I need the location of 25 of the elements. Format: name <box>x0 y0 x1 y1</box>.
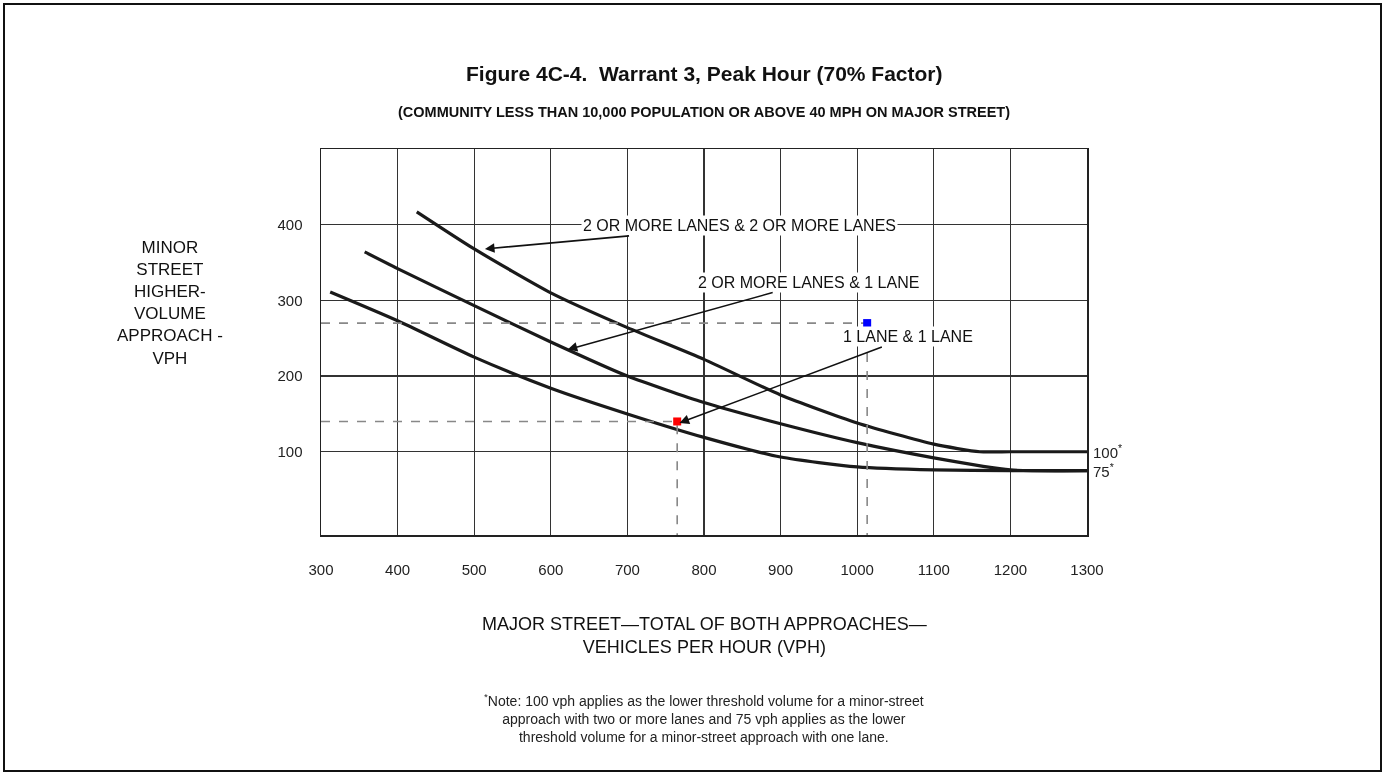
x-tick-label: 1200 <box>993 560 1028 578</box>
x-tick-label: 1100 <box>917 560 950 578</box>
x-tick-label: 800 <box>691 560 717 578</box>
x-tick-label: 900 <box>768 560 794 578</box>
y-tick-label: 200 <box>277 367 303 385</box>
text: $^{*}$Note: 100 vph applies as the lower threshold volume for a minor-street approach with two or more lanes and 75 vph applies as the lower threshold volume for a minor-street approach with one lane. <box>484 691 924 746</box>
y-tick-label: 400 <box>277 215 303 233</box>
x-tick-label: 500 <box>461 560 487 578</box>
x-tick-label: 600 <box>538 560 564 578</box>
y-axis-title: MINOR STREET HIGHER- VOLUME APPROACH - VPH <box>117 238 223 368</box>
y-tick-label: 300 <box>277 291 303 309</box>
annotation: 1 LANE & 1 LANE <box>843 328 973 345</box>
annotation: 75$^{*}$ <box>1093 461 1114 481</box>
chart-subtitle: (COMMUNITY LESS THAN 10,000 POPULATION OR ABOVE 40 MPH ON MAJOR STREET) <box>398 104 1011 120</box>
y-tick-label: 100 <box>277 443 303 460</box>
x-tick-label: 1300 <box>1070 560 1104 578</box>
x-tick-label: 700 <box>614 560 640 578</box>
x-axis-title: MAJOR STREET—TOTAL OF BOTH APPROACHES— VEHICLES PER HOUR (VPH) <box>482 614 927 658</box>
x-tick-label: 400 <box>385 560 411 578</box>
annotation: 2 OR MORE LANES & 2 OR MORE LANES <box>583 217 896 234</box>
annotation: 100$^{*}$ <box>1093 442 1123 462</box>
chart-title: Figure 4C-4. Warrant 3, Peak Hour (70% Factor) <box>466 62 943 85</box>
annotation: 2 OR MORE LANES & 1 LANE <box>698 274 920 291</box>
x-tick-label: 300 <box>308 560 334 578</box>
x-tick-label: 1000 <box>840 560 874 578</box>
